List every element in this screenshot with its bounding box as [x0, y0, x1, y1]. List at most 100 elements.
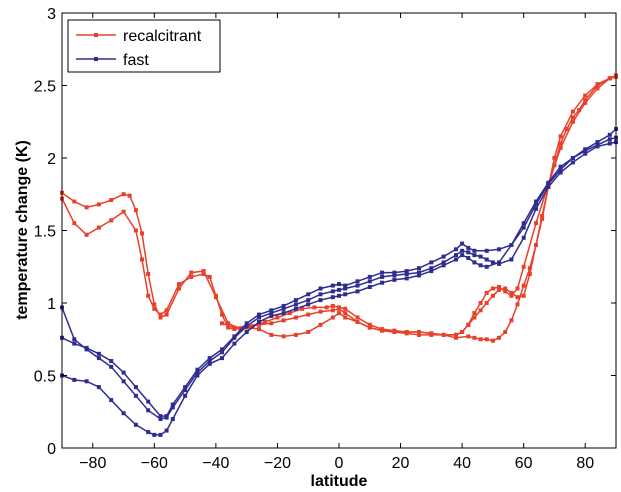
data-point — [152, 306, 157, 311]
data-point — [300, 306, 305, 311]
series-recalcitrant-3 — [220, 74, 618, 337]
data-point — [84, 232, 89, 237]
data-point — [472, 253, 477, 258]
data-point — [220, 321, 224, 326]
data-point — [195, 373, 200, 378]
data-point — [121, 411, 126, 416]
legend-item-recalcitrant: recalcitrant — [76, 28, 202, 45]
x-tick-label: 0 — [335, 455, 344, 472]
y-axis-title: temperature change (K) — [14, 140, 31, 320]
data-point — [417, 330, 421, 334]
data-point — [552, 156, 557, 160]
data-point — [484, 257, 489, 262]
data-point — [232, 341, 237, 346]
data-point — [232, 325, 237, 330]
data-point — [460, 330, 465, 334]
data-point — [355, 289, 360, 294]
data-point — [318, 309, 323, 314]
data-point — [521, 283, 526, 288]
data-point — [269, 321, 274, 326]
series-layer — [60, 73, 618, 437]
data-point — [318, 286, 323, 291]
data-point — [263, 319, 268, 324]
data-point — [577, 108, 582, 113]
data-point — [429, 266, 434, 271]
data-point — [490, 286, 495, 291]
data-point — [595, 83, 600, 88]
data-point — [207, 274, 212, 279]
data-point — [367, 325, 372, 330]
y-tick-label: 2 — [47, 151, 56, 168]
data-point — [552, 163, 557, 168]
data-point — [521, 225, 526, 230]
data-point — [404, 276, 409, 281]
data-point — [343, 283, 348, 288]
data-point — [337, 282, 341, 287]
data-point — [195, 370, 200, 375]
data-point — [515, 286, 520, 291]
data-point — [337, 306, 341, 311]
data-point — [466, 245, 471, 250]
data-point — [441, 263, 446, 268]
data-point — [207, 361, 212, 366]
data-point — [133, 208, 138, 213]
data-point — [330, 289, 335, 294]
data-point — [146, 272, 151, 276]
data-point — [583, 98, 588, 102]
data-point — [460, 241, 465, 246]
data-point — [497, 287, 501, 292]
data-point — [515, 302, 520, 307]
data-point — [109, 198, 114, 203]
data-point — [478, 308, 483, 313]
data-point — [177, 286, 181, 291]
legend-marker-fast — [94, 57, 98, 61]
data-point — [595, 140, 600, 145]
plot-frame — [61, 12, 617, 449]
data-point — [570, 119, 575, 124]
data-point — [503, 289, 508, 294]
data-point — [515, 295, 520, 300]
data-point — [527, 266, 532, 271]
data-point — [521, 264, 526, 269]
data-point — [392, 270, 397, 275]
data-point — [269, 314, 274, 318]
data-point — [324, 305, 329, 310]
data-point — [140, 231, 144, 236]
data-point — [170, 402, 175, 407]
data-point — [490, 338, 495, 343]
data-point — [183, 385, 188, 390]
legend: recalcitrant fast — [67, 19, 221, 73]
data-point — [570, 109, 575, 114]
data-point — [521, 235, 526, 240]
data-point — [72, 221, 77, 226]
x-tick-label: −20 — [264, 455, 291, 472]
data-point — [109, 359, 114, 363]
data-point — [607, 137, 612, 142]
data-point — [306, 312, 311, 317]
data-point — [546, 185, 551, 189]
data-point — [121, 192, 126, 197]
data-point — [417, 266, 421, 271]
data-point — [484, 301, 489, 305]
data-point — [380, 328, 385, 333]
data-point — [133, 422, 138, 427]
legend-label-recalcitrant: recalcitrant — [123, 28, 202, 45]
data-point — [583, 151, 588, 156]
series-fast-6 — [60, 135, 618, 437]
data-point — [281, 306, 286, 311]
data-point — [72, 337, 77, 342]
data-point — [72, 377, 77, 382]
data-point — [497, 260, 501, 265]
data-point — [133, 385, 138, 390]
data-point — [417, 332, 421, 337]
data-point — [454, 247, 458, 252]
data-point — [595, 86, 600, 91]
data-point — [164, 428, 169, 433]
data-point — [570, 156, 575, 160]
data-point — [392, 273, 397, 278]
data-point — [460, 253, 465, 258]
data-point — [269, 308, 274, 313]
data-point — [121, 370, 126, 375]
data-point — [96, 351, 101, 356]
